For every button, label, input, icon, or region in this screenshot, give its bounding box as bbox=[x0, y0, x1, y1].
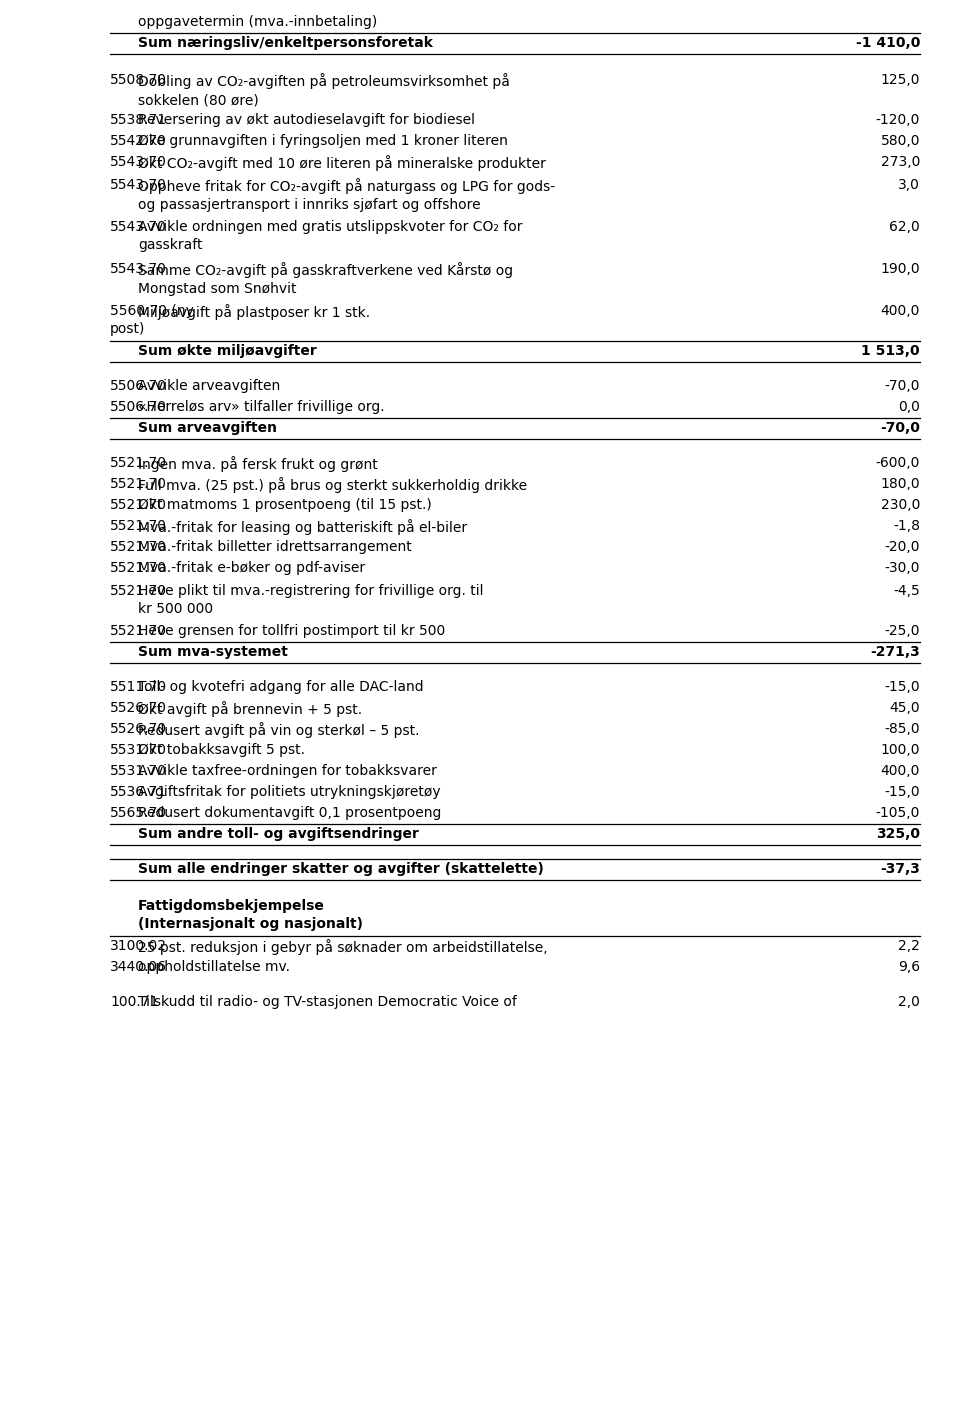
Text: Sum alle endringer skatter og avgifter (skattelette): Sum alle endringer skatter og avgifter (… bbox=[138, 862, 544, 876]
Text: Tilskudd til radio- og TV-stasjonen Democratic Voice of: Tilskudd til radio- og TV-stasjonen Demo… bbox=[138, 995, 516, 1008]
Text: 100,0: 100,0 bbox=[880, 743, 920, 756]
Text: 230,0: 230,0 bbox=[880, 498, 920, 511]
Text: 580,0: 580,0 bbox=[880, 134, 920, 148]
Text: Mva.-fritak e-bøker og pdf-aviser: Mva.-fritak e-bøker og pdf-aviser bbox=[138, 561, 365, 575]
Text: Reversering av økt autodieselavgift for biodiesel: Reversering av økt autodieselavgift for … bbox=[138, 112, 475, 127]
Text: 190,0: 190,0 bbox=[880, 262, 920, 276]
Text: 3100.02: 3100.02 bbox=[110, 938, 167, 953]
Text: 5543.70: 5543.70 bbox=[110, 155, 167, 168]
Text: 3440.06: 3440.06 bbox=[110, 960, 167, 974]
Text: -70,0: -70,0 bbox=[880, 420, 920, 434]
Text: -30,0: -30,0 bbox=[884, 561, 920, 575]
Text: 5543.70: 5543.70 bbox=[110, 178, 167, 192]
Text: 5521.70: 5521.70 bbox=[110, 477, 167, 491]
Text: Sum arveavgiften: Sum arveavgiften bbox=[138, 420, 277, 434]
Text: 5526.70: 5526.70 bbox=[110, 701, 167, 715]
Text: 5521.70: 5521.70 bbox=[110, 498, 167, 511]
Text: -4,5: -4,5 bbox=[893, 584, 920, 598]
Text: 5538.71: 5538.71 bbox=[110, 112, 167, 127]
Text: 0,0: 0,0 bbox=[899, 400, 920, 414]
Text: 5506.70: 5506.70 bbox=[110, 379, 167, 393]
Text: -15,0: -15,0 bbox=[884, 679, 920, 693]
Text: Øke grunnavgiften i fyringsoljen med 1 kroner literen: Øke grunnavgiften i fyringsoljen med 1 k… bbox=[138, 134, 508, 148]
Text: Økt CO₂-avgift med 10 øre literen på mineralske produkter: Økt CO₂-avgift med 10 øre literen på min… bbox=[138, 155, 546, 171]
Text: 5521.70: 5521.70 bbox=[110, 624, 167, 638]
Text: 5543.70: 5543.70 bbox=[110, 221, 167, 235]
Text: -15,0: -15,0 bbox=[884, 785, 920, 799]
Text: 5542.70: 5542.70 bbox=[110, 134, 167, 148]
Text: -85,0: -85,0 bbox=[884, 722, 920, 736]
Text: Fattigdomsbekjempelse
(Internasjonalt og nasjonalt): Fattigdomsbekjempelse (Internasjonalt og… bbox=[138, 900, 363, 931]
Text: «Herreløs arv» tilfaller frivillige org.: «Herreløs arv» tilfaller frivillige org. bbox=[138, 400, 385, 414]
Text: 400,0: 400,0 bbox=[880, 305, 920, 319]
Text: Avvikle ordningen med gratis utslippskvoter for CO₂ for
gasskraft: Avvikle ordningen med gratis utslippskvo… bbox=[138, 221, 522, 252]
Text: Miljøavgift på plastposer kr 1 stk.: Miljøavgift på plastposer kr 1 stk. bbox=[138, 305, 371, 320]
Text: 5521.70: 5521.70 bbox=[110, 561, 167, 575]
Text: 3,0: 3,0 bbox=[899, 178, 920, 192]
Text: 5521.70: 5521.70 bbox=[110, 456, 167, 470]
Text: -37,3: -37,3 bbox=[880, 862, 920, 876]
Text: 5536.71: 5536.71 bbox=[110, 785, 167, 799]
Text: Avvikle arveavgiften: Avvikle arveavgiften bbox=[138, 379, 280, 393]
Text: Sum økte miljøavgifter: Sum økte miljøavgifter bbox=[138, 343, 317, 357]
Text: -1 410,0: -1 410,0 bbox=[855, 36, 920, 50]
Text: Toll- og kvotefri adgang for alle DAC-land: Toll- og kvotefri adgang for alle DAC-la… bbox=[138, 679, 423, 693]
Text: 5543.70: 5543.70 bbox=[110, 262, 167, 276]
Text: -20,0: -20,0 bbox=[884, 540, 920, 554]
Text: 45,0: 45,0 bbox=[889, 701, 920, 715]
Text: -25,0: -25,0 bbox=[884, 624, 920, 638]
Text: 5526.70: 5526.70 bbox=[110, 722, 167, 736]
Text: 25 pst. reduksjon i gebyr på søknader om arbeidstillatelse,: 25 pst. reduksjon i gebyr på søknader om… bbox=[138, 938, 547, 954]
Text: 5521.70: 5521.70 bbox=[110, 540, 167, 554]
Text: 180,0: 180,0 bbox=[880, 477, 920, 491]
Text: 125,0: 125,0 bbox=[880, 74, 920, 87]
Text: 5531.70: 5531.70 bbox=[110, 743, 167, 756]
Text: 2,2: 2,2 bbox=[899, 938, 920, 953]
Text: Sum næringsliv/enkeltpersonsforetak: Sum næringsliv/enkeltpersonsforetak bbox=[138, 36, 433, 50]
Text: -105,0: -105,0 bbox=[876, 806, 920, 820]
Text: Økt tobakksavgift 5 pst.: Økt tobakksavgift 5 pst. bbox=[138, 743, 305, 756]
Text: 5560.70 (ny
post): 5560.70 (ny post) bbox=[110, 305, 194, 336]
Text: 5565.70: 5565.70 bbox=[110, 806, 167, 820]
Text: 5506.70: 5506.70 bbox=[110, 400, 167, 414]
Text: 5511.70: 5511.70 bbox=[110, 679, 167, 693]
Text: 325,0: 325,0 bbox=[876, 827, 920, 840]
Text: Redusert avgift på vin og sterkøl – 5 pst.: Redusert avgift på vin og sterkøl – 5 ps… bbox=[138, 722, 420, 738]
Text: 5521.70: 5521.70 bbox=[110, 518, 167, 533]
Text: 400,0: 400,0 bbox=[880, 763, 920, 778]
Text: Økt matmoms 1 prosentpoeng (til 15 pst.): Økt matmoms 1 prosentpoeng (til 15 pst.) bbox=[138, 498, 432, 511]
Text: 5508.70: 5508.70 bbox=[110, 74, 167, 87]
Text: oppholdstillatelse mv.: oppholdstillatelse mv. bbox=[138, 960, 290, 974]
Text: 5531.70: 5531.70 bbox=[110, 763, 167, 778]
Text: Sum mva-systemet: Sum mva-systemet bbox=[138, 645, 288, 659]
Text: Full mva. (25 pst.) på brus og sterkt sukkerholdig drikke: Full mva. (25 pst.) på brus og sterkt su… bbox=[138, 477, 527, 493]
Text: 9,6: 9,6 bbox=[898, 960, 920, 974]
Text: -600,0: -600,0 bbox=[876, 456, 920, 470]
Text: Mva.-fritak billetter idrettsarrangement: Mva.-fritak billetter idrettsarrangement bbox=[138, 540, 412, 554]
Text: -271,3: -271,3 bbox=[871, 645, 920, 659]
Text: Økt avgift på brennevin + 5 pst.: Økt avgift på brennevin + 5 pst. bbox=[138, 701, 362, 716]
Text: Avvikle taxfree-ordningen for tobakksvarer: Avvikle taxfree-ordningen for tobakksvar… bbox=[138, 763, 437, 778]
Text: 5521.70: 5521.70 bbox=[110, 584, 167, 598]
Text: -1,8: -1,8 bbox=[893, 518, 920, 533]
Text: Sum andre toll- og avgiftsendringer: Sum andre toll- og avgiftsendringer bbox=[138, 827, 419, 840]
Text: 1 513,0: 1 513,0 bbox=[861, 343, 920, 357]
Text: Heve grensen for tollfri postimport til kr 500: Heve grensen for tollfri postimport til … bbox=[138, 624, 445, 638]
Text: Oppheve fritak for CO₂-avgift på naturgass og LPG for gods-
og passasjertranspor: Oppheve fritak for CO₂-avgift på naturga… bbox=[138, 178, 555, 212]
Text: -120,0: -120,0 bbox=[876, 112, 920, 127]
Text: 2,0: 2,0 bbox=[899, 995, 920, 1008]
Text: 62,0: 62,0 bbox=[889, 221, 920, 235]
Text: Dobling av CO₂-avgiften på petroleumsvirksomhet på
sokkelen (80 øre): Dobling av CO₂-avgiften på petroleumsvir… bbox=[138, 74, 510, 107]
Text: Redusert dokumentavgift 0,1 prosentpoeng: Redusert dokumentavgift 0,1 prosentpoeng bbox=[138, 806, 442, 820]
Text: 100.71: 100.71 bbox=[110, 995, 158, 1008]
Text: Avgiftsfritak for politiets utrykningskjøretøy: Avgiftsfritak for politiets utrykningskj… bbox=[138, 785, 441, 799]
Text: Heve plikt til mva.-registrering for frivillige org. til
kr 500 000: Heve plikt til mva.-registrering for fri… bbox=[138, 584, 484, 617]
Text: -70,0: -70,0 bbox=[884, 379, 920, 393]
Text: Mva.-fritak for leasing og batteriskift på el-biler: Mva.-fritak for leasing og batteriskift … bbox=[138, 518, 468, 534]
Text: oppgavetermin (mva.-innbetaling): oppgavetermin (mva.-innbetaling) bbox=[138, 14, 377, 28]
Text: Ingen mva. på fersk frukt og grønt: Ingen mva. på fersk frukt og grønt bbox=[138, 456, 377, 471]
Text: Samme CO₂-avgift på gasskraftverkene ved Kårstø og
Mongstad som Snøhvit: Samme CO₂-avgift på gasskraftverkene ved… bbox=[138, 262, 514, 296]
Text: 273,0: 273,0 bbox=[880, 155, 920, 168]
